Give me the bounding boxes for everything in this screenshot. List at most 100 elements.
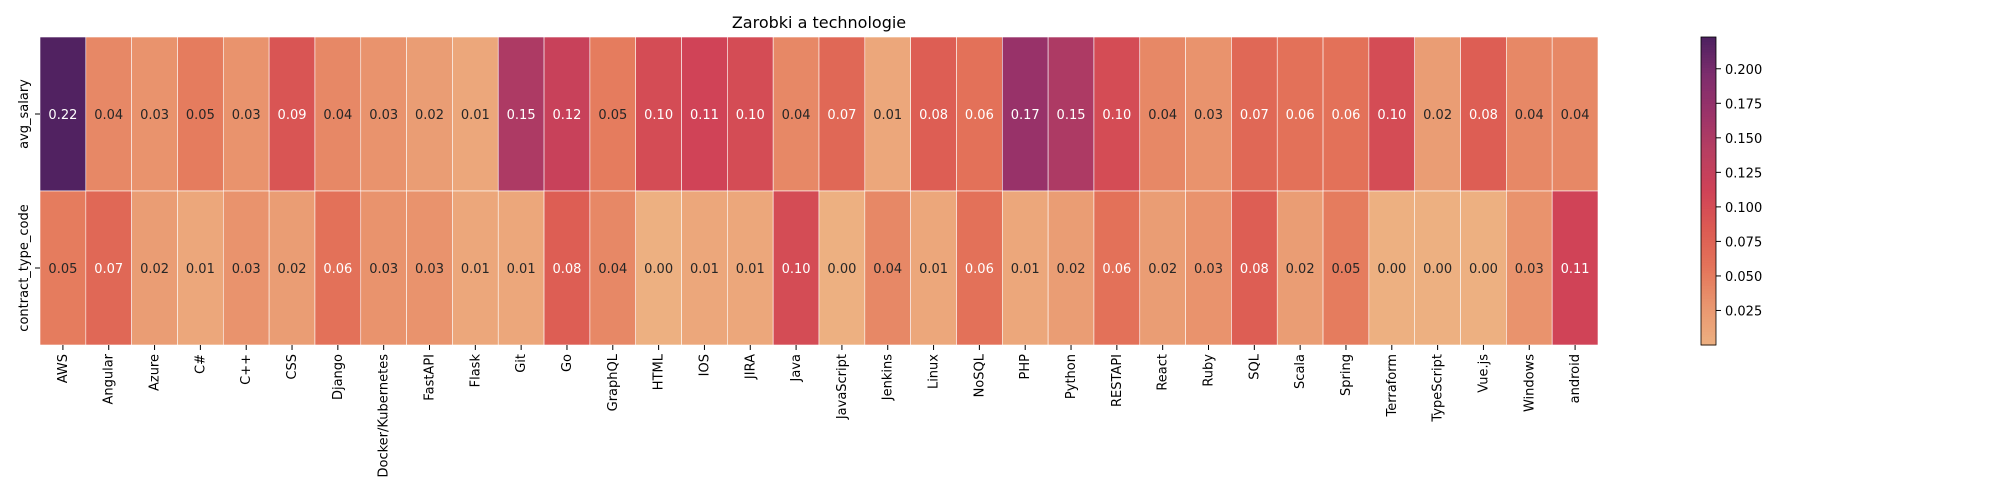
colorbar-segment	[1701, 173, 1716, 177]
colorbar-segment	[1701, 201, 1716, 205]
cell-value-label: 0.03	[369, 108, 398, 123]
colorbar-segment	[1701, 96, 1716, 100]
colorbar-segment	[1701, 185, 1716, 190]
colorbar-segment	[1701, 224, 1716, 228]
heatmap-cell	[177, 190, 224, 346]
colorbar-segment	[1701, 60, 1716, 64]
colorbar-segment	[1701, 247, 1716, 251]
cell-value-label: 0.03	[1194, 108, 1223, 123]
cell-value-label: 0.06	[1286, 108, 1315, 123]
colorbar-segment	[1701, 57, 1716, 61]
colorbar-segment	[1701, 114, 1716, 118]
colorbar-segment	[1701, 191, 1716, 195]
x-tick-label: React	[1156, 354, 1171, 391]
x-tick-label: Flask	[468, 354, 483, 388]
colorbar-segment	[1701, 47, 1716, 51]
x-tick-label: C++	[239, 354, 254, 385]
heatmap-cell	[772, 190, 820, 346]
colorbar-segment	[1701, 175, 1716, 179]
heatmap-cell	[543, 36, 591, 192]
x-tick-label: Terraform	[1385, 354, 1400, 417]
colorbar-segment	[1701, 334, 1716, 338]
colorbar-segment	[1701, 239, 1716, 243]
heatmap-cell	[39, 190, 87, 346]
cell-value-label: 0.07	[94, 262, 123, 277]
colorbar-segment	[1701, 250, 1716, 254]
x-tick-label: Vue.js	[1476, 354, 1491, 393]
colorbar-segment	[1701, 206, 1716, 210]
colorbar-segment	[1701, 90, 1716, 95]
colorbar-segment	[1701, 337, 1716, 341]
colorbar-segment	[1701, 85, 1716, 89]
heatmap-cell	[1047, 36, 1095, 192]
colorbar-segment	[1701, 244, 1716, 249]
heatmap-cell	[1368, 190, 1416, 346]
heatmap-cell	[1231, 190, 1278, 346]
colorbar-segment	[1701, 342, 1716, 346]
colorbar-segment	[1701, 311, 1716, 315]
colorbar-segment	[1701, 144, 1716, 148]
cell-value-label: 0.00	[827, 262, 856, 277]
heatmap-cell	[452, 36, 499, 192]
heatmap-cell	[635, 36, 682, 192]
cell-value-label: 0.08	[552, 262, 581, 277]
cell-value-label: 0.04	[1515, 108, 1544, 123]
heatmap-cell	[360, 36, 407, 192]
heatmap-cell	[85, 36, 132, 192]
heatmap-cell	[681, 190, 728, 346]
heatmap-cell	[1322, 36, 1370, 192]
cell-value-label: 0.06	[965, 108, 994, 123]
cell-value-label: 0.02	[1286, 262, 1315, 277]
x-tick-label: FastAPI	[423, 354, 438, 401]
colorbar-segment	[1701, 280, 1716, 284]
colorbar-segment	[1701, 303, 1716, 308]
heatmap-cell	[268, 36, 316, 192]
cell-value-label: 0.01	[1011, 262, 1040, 277]
heatmap-cell	[1001, 36, 1049, 192]
colorbar-segment	[1701, 329, 1716, 333]
x-tick-label: C#	[193, 354, 208, 374]
heatmap-cell	[222, 36, 270, 192]
heatmap-cell	[1276, 190, 1324, 346]
colorbar-segment	[1701, 309, 1716, 313]
colorbar-segment	[1701, 188, 1716, 192]
colorbar-segment	[1701, 93, 1716, 97]
heatmap-cell	[910, 190, 957, 346]
x-tick-label: HTML	[652, 353, 667, 390]
cell-value-label: 0.06	[323, 262, 352, 277]
heatmap-cell	[956, 36, 1003, 192]
x-tick-label: Docker/Kubernetes	[377, 354, 392, 478]
heatmap-cell	[864, 190, 911, 346]
heatmap-cell	[772, 36, 820, 192]
colorbar-segment	[1701, 219, 1716, 223]
colorbar-segment	[1701, 288, 1716, 292]
colorbar-segment	[1701, 44, 1716, 48]
heatmap-cell	[589, 190, 637, 346]
colorbar-segment	[1701, 49, 1716, 53]
colorbar-segment	[1701, 139, 1716, 143]
x-tick-label: Linux	[927, 354, 942, 389]
heatmap-cell	[956, 190, 1003, 346]
cell-value-label: 0.22	[48, 108, 77, 123]
cell-value-label: 0.04	[94, 108, 123, 123]
heatmap-cell	[635, 190, 682, 346]
y-tick-labels: avg_salary contract_type_code	[17, 79, 40, 332]
cell-value-label: 0.09	[278, 108, 307, 123]
x-tick-label: Scala	[1293, 354, 1308, 389]
cell-value-label: 0.07	[1240, 108, 1269, 123]
heatmap-cell	[177, 36, 224, 192]
colorbar-segment	[1701, 260, 1716, 264]
colorbar-segment	[1701, 108, 1716, 113]
cell-value-label: 0.03	[415, 262, 444, 277]
chart-title: Zarobki a technologie	[732, 13, 906, 32]
colorbar-tick-label: 0.075	[1725, 235, 1762, 250]
colorbar-segment	[1701, 229, 1716, 233]
colorbar-tick-label: 0.125	[1725, 166, 1762, 181]
colorbar-tick-label: 0.100	[1725, 201, 1762, 216]
cell-value-label: 0.04	[1561, 108, 1590, 123]
colorbar-segment	[1701, 62, 1716, 66]
colorbar-segment	[1701, 332, 1716, 336]
colorbar-segment	[1701, 155, 1716, 159]
cell-value-label: 0.03	[369, 262, 398, 277]
colorbar-segment	[1701, 98, 1716, 102]
